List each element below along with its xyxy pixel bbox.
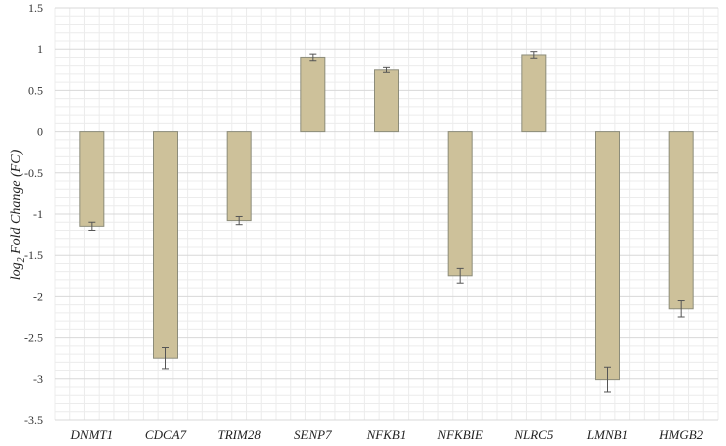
x-axis-categories: DNMT1 CDCA7 TRIM28 SENP7 NFKB1 NFKBIE NLRC5 LMN…: [70, 427, 704, 442]
bar-cdca7: [153, 131, 178, 359]
y-axis-label-prefix: log: [9, 262, 24, 280]
bars: [79, 54, 694, 381]
bar-nlrc5: [521, 54, 547, 133]
y-tick-label: -3.5: [24, 413, 43, 427]
y-tick-label: -1: [33, 207, 43, 221]
category-label-hmgb2: HMGB2: [658, 427, 704, 442]
bar-hmgb2: [668, 131, 694, 310]
category-label-nlrc5: NLRC5: [513, 427, 554, 442]
y-tick-label: -2: [33, 289, 43, 303]
y-tick-label: -2.5: [24, 331, 43, 345]
category-label-senp7: SENP7: [294, 427, 332, 442]
y-axis-label-suffix: Fold Change (FC): [9, 149, 24, 257]
category-label-trim28: TRIM28: [217, 427, 261, 442]
bar-nfkbie: [447, 131, 473, 277]
y-axis-ticks: 1.5 1 0.5 0 -0.5 -1 -1.5 -2 -2.5 -3 -3.5: [24, 1, 43, 427]
y-axis-label-subscript: 2: [16, 257, 27, 262]
category-label-lmnb1: LMNB1: [586, 427, 628, 442]
y-axis-label: log2 Fold Change (FC): [9, 149, 27, 280]
y-tick-label: 0: [37, 125, 43, 139]
category-label-nfkbie: NFKBIE: [436, 427, 483, 442]
y-tick-label: 1.5: [28, 1, 43, 15]
y-tick-label: 1: [37, 42, 43, 56]
category-label-nfkb1: NFKB1: [366, 427, 407, 442]
bar-nfkb1: [374, 69, 399, 133]
category-label-cdca7: CDCA7: [145, 427, 187, 442]
bar-dnmt1: [79, 131, 105, 227]
error-bars: [88, 51, 685, 393]
bar-senp7: [300, 56, 326, 133]
bar-lmnb1: [595, 131, 620, 381]
category-label-dnmt1: DNMT1: [70, 427, 114, 442]
y-tick-label: -0.5: [24, 166, 43, 180]
y-tick-label: -3: [33, 372, 43, 386]
y-tick-label: 0.5: [28, 83, 43, 97]
bar-trim28: [226, 131, 252, 222]
y-tick-label: -1.5: [24, 248, 43, 262]
